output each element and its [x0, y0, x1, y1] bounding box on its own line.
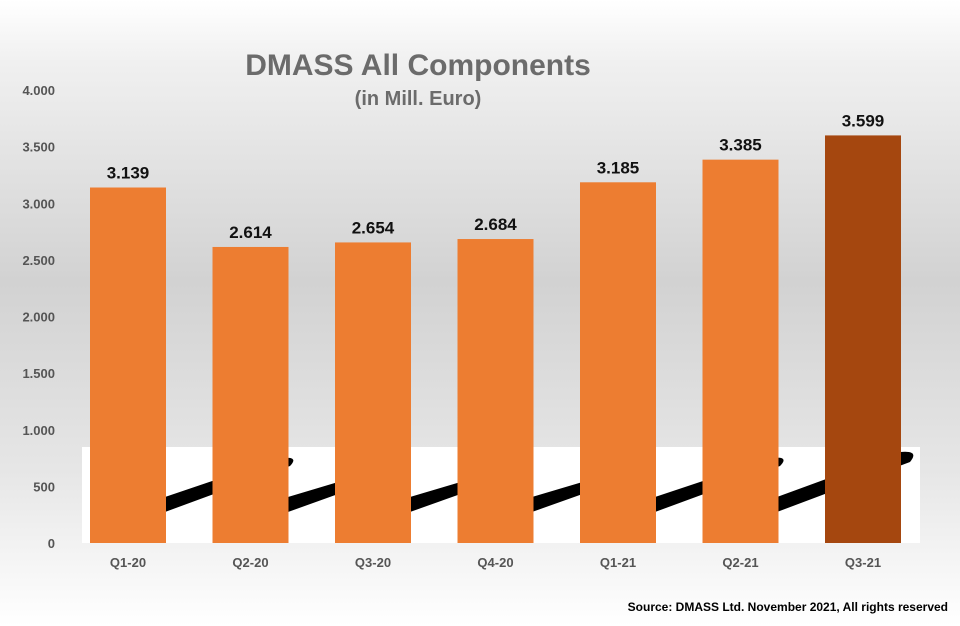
data-label: 2.684 — [474, 215, 517, 234]
source-note: Source: DMASS Ltd. November 2021, All ri… — [628, 600, 948, 614]
x-tick-label: Q1-20 — [110, 555, 146, 570]
x-tick-label: Q4-20 — [477, 555, 513, 570]
x-tick-label: Q1-21 — [600, 555, 636, 570]
bar-q3-21 — [825, 135, 901, 543]
data-label: 3.185 — [597, 158, 640, 177]
data-label: 3.599 — [842, 111, 885, 130]
x-tick-label: Q2-21 — [722, 555, 758, 570]
y-tick-label: 4.000 — [22, 83, 55, 98]
bar-q3-20 — [335, 242, 411, 543]
y-axis: 0 500 1.000 1.500 2.000 2.500 3.000 3.500 4.000 — [22, 83, 55, 551]
y-tick-label: 3.500 — [22, 140, 55, 155]
y-tick-label: 1.000 — [22, 423, 55, 438]
y-tick-label: 500 — [33, 479, 55, 494]
bar-q4-20 — [457, 239, 534, 544]
data-label: 3.385 — [719, 136, 762, 155]
bar-q1-21 — [580, 182, 656, 543]
x-tick-label: Q3-20 — [355, 555, 391, 570]
bar-q2-20 — [212, 246, 289, 544]
bar-q2-21 — [702, 159, 779, 543]
data-label: 2.614 — [229, 223, 272, 242]
y-tick-label: 2.000 — [22, 310, 55, 325]
data-label: 3.139 — [107, 164, 150, 183]
chart-subtitle: (in Mill. Euro) — [355, 88, 482, 110]
y-tick-label: 3.000 — [22, 196, 55, 211]
y-tick-label: 1.500 — [22, 366, 55, 381]
bar-q1-20 — [90, 187, 166, 544]
chart-title: DMASS All Components — [245, 49, 591, 82]
bars — [90, 135, 901, 544]
y-tick-label: 2.500 — [22, 253, 55, 268]
x-axis: Q1-20 Q2-20 Q3-20 Q4-20 Q1-21 Q2-21 Q3-21 — [110, 555, 881, 570]
x-tick-label: Q2-20 — [232, 555, 268, 570]
data-label: 2.654 — [352, 218, 395, 237]
data-labels: 3.139 2.614 2.654 2.684 3.185 3.385 3.599 — [107, 111, 885, 242]
y-tick-label: 0 — [48, 536, 55, 551]
x-tick-label: Q3-21 — [845, 555, 881, 570]
